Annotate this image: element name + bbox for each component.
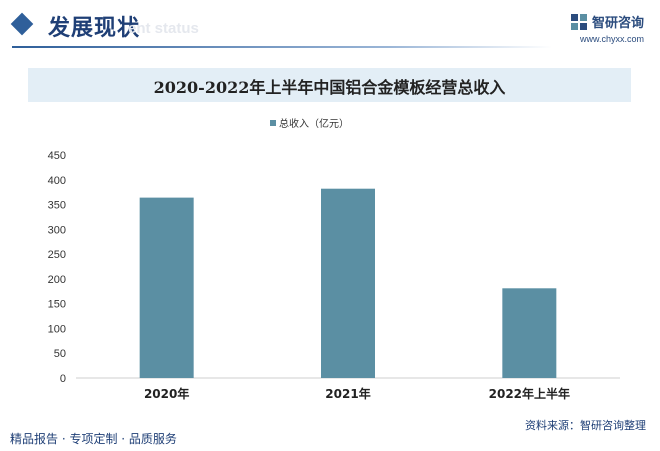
brand-logo-icon — [570, 13, 587, 30]
x-tick-label: 2022年上半年 — [489, 386, 570, 401]
y-tick-label: 400 — [48, 175, 66, 187]
y-tick-label: 450 — [48, 150, 66, 162]
y-tick-label: 100 — [48, 323, 66, 335]
footer-tagline: 精品报告 · 专项定制 · 品质服务 — [10, 432, 177, 446]
brand: 智研咨询 www.chyxx.com — [570, 12, 644, 44]
y-tick-label: 0 — [60, 373, 66, 385]
y-tick-label: 150 — [48, 299, 66, 311]
brand-url: www.chyxx.com — [579, 34, 644, 44]
y-tick-label: 250 — [48, 249, 66, 261]
y-tick-label: 350 — [48, 200, 66, 212]
y-tick-label: 200 — [48, 274, 66, 286]
chart-title-band: 2020-2022年上半年中国铝合金模板经营总收入 — [28, 68, 631, 102]
legend-swatch — [270, 119, 276, 126]
x-tick-label: 2020年 — [144, 386, 189, 401]
section-header: 发展现状 ent status 智研咨询 www.chyxx.com — [0, 0, 660, 56]
y-tick-label: 300 — [48, 224, 66, 236]
bar — [139, 197, 194, 378]
header-divider — [12, 46, 552, 48]
legend: 总收入（亿元） — [270, 115, 349, 130]
brand-name: 智研咨询 — [591, 16, 644, 31]
y-tick-label: 50 — [54, 348, 66, 360]
chart-title: 2020-2022年上半年中国铝合金模板经营总收入 — [153, 78, 506, 97]
source-note: 资料来源：智研咨询整理 — [525, 419, 646, 432]
x-tick-label: 2021年 — [325, 386, 370, 401]
bar — [321, 188, 375, 378]
legend-label: 总收入（亿元） — [279, 119, 349, 130]
section-title: 发展现状 — [48, 15, 141, 41]
section-subtitle: ent status — [128, 20, 199, 37]
bar — [502, 288, 557, 378]
